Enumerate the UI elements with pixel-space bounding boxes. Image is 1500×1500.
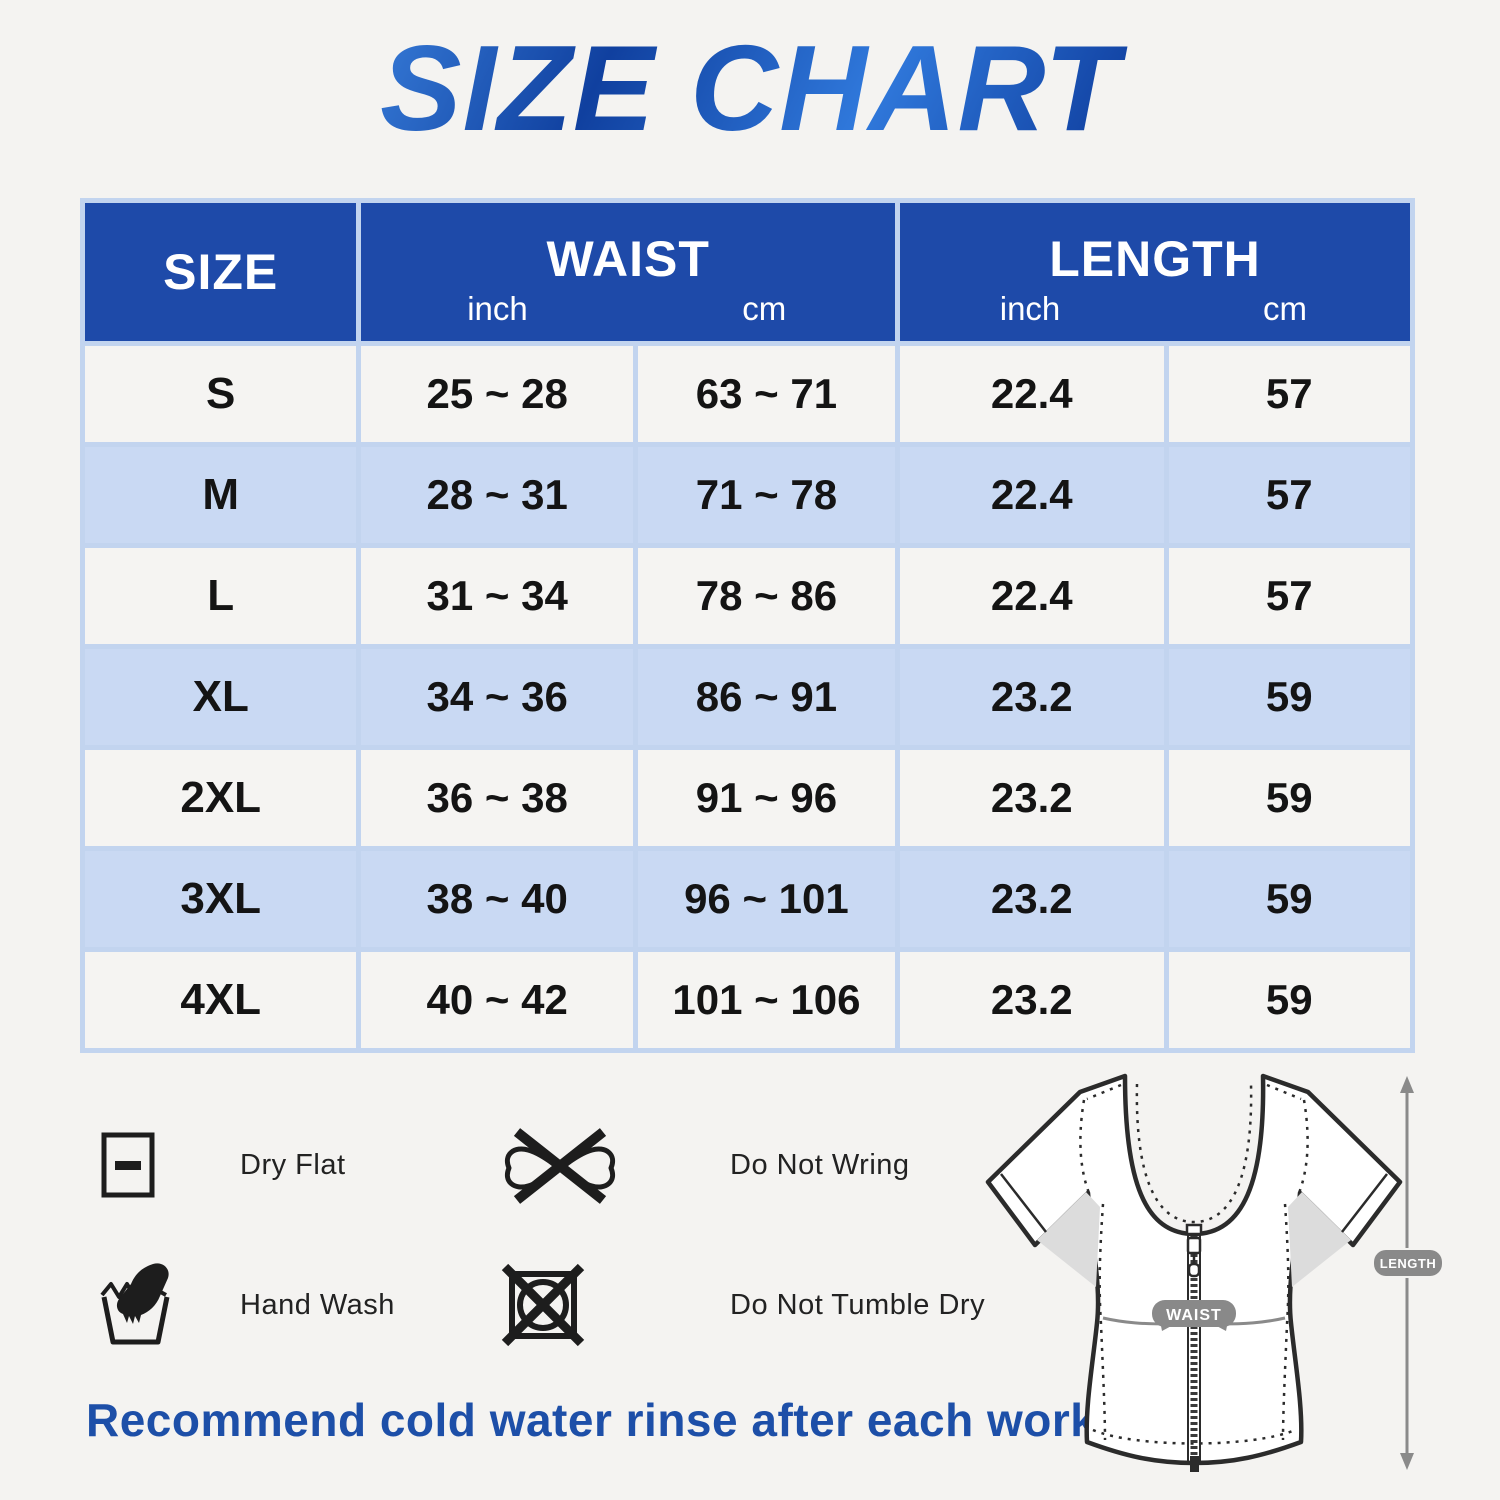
waist-pill-label: WAIST (1166, 1307, 1222, 1324)
cell-size: 4XL (85, 952, 357, 1048)
cell-size: XL (85, 649, 357, 745)
cell-length-inch: 22.4 (899, 346, 1164, 442)
cell-length-cm: 57 (1168, 548, 1410, 644)
cell-length-cm: 59 (1168, 649, 1410, 745)
cell-length-cm: 59 (1168, 750, 1410, 846)
cell-waist-inch: 25 ~ 28 (361, 346, 633, 442)
table-row: L 31 ~ 34 78 ~ 86 22.4 57 (85, 548, 1410, 644)
garment-diagram: WAIST LENGTH (985, 1073, 1442, 1472)
cell-size: 3XL (85, 851, 357, 947)
cuff-seams (1000, 1173, 1388, 1233)
care-label: Dry Flat (240, 1148, 346, 1181)
cell-length-cm: 59 (1168, 952, 1410, 1048)
header-waist: WAIST inch cm (361, 203, 895, 341)
header-length-cm: cm (1263, 290, 1308, 327)
note-text: Recommend cold water rinse after each wo… (86, 1394, 1183, 1446)
length-pill: LENGTH (1374, 1250, 1442, 1276)
cell-waist-cm: 71 ~ 78 (637, 447, 895, 543)
table-row: M 28 ~ 31 71 ~ 78 22.4 57 (85, 447, 1410, 543)
length-arrowhead-top (1400, 1076, 1414, 1093)
header-length: LENGTH inch cm (899, 203, 1410, 341)
cell-waist-cm: 101 ~ 106 (637, 952, 895, 1048)
care-label: Do Not Wring (730, 1148, 910, 1181)
length-pill-label: LENGTH (1380, 1256, 1436, 1271)
cell-waist-cm: 91 ~ 96 (637, 750, 895, 846)
cell-length-cm: 57 (1168, 346, 1410, 442)
care-instructions: Dry Flat Do Not Wring Hand Wash Do Not T… (100, 1095, 1000, 1375)
cell-waist-inch: 28 ~ 31 (361, 447, 633, 543)
cell-size: M (85, 447, 357, 543)
cell-waist-inch: 34 ~ 36 (361, 649, 633, 745)
cell-waist-cm: 86 ~ 91 (637, 649, 895, 745)
hand-wash-icon (100, 1263, 170, 1345)
header-waist-cm: cm (742, 290, 787, 327)
cell-size: S (85, 346, 357, 442)
table-row: 4XL 40 ~ 42 101 ~ 106 23.2 59 (85, 952, 1410, 1048)
waist-pill: WAIST (1152, 1300, 1236, 1327)
cell-waist-cm: 63 ~ 71 (637, 346, 895, 442)
do-not-wring-icon (505, 1128, 615, 1204)
cell-length-inch: 22.4 (899, 447, 1164, 543)
cell-waist-cm: 96 ~ 101 (637, 851, 895, 947)
table-row: S 25 ~ 28 63 ~ 71 22.4 57 (85, 346, 1410, 442)
zipper (1185, 1223, 1203, 1472)
header-waist-label: WAIST (546, 231, 710, 287)
cell-waist-inch: 40 ~ 42 (361, 952, 633, 1048)
table-row: 2XL 36 ~ 38 91 ~ 96 23.2 59 (85, 750, 1410, 846)
do-not-tumble-dry-icon (501, 1263, 585, 1347)
header-length-inch: inch (999, 290, 1061, 327)
cell-waist-inch: 31 ~ 34 (361, 548, 633, 644)
cell-length-inch: 23.2 (899, 851, 1164, 947)
cell-length-inch: 23.2 (899, 649, 1164, 745)
cell-length-inch: 23.2 (899, 750, 1164, 846)
cell-length-cm: 57 (1168, 447, 1410, 543)
cell-length-inch: 23.2 (899, 952, 1164, 1048)
table-row: XL 34 ~ 36 86 ~ 91 23.2 59 (85, 649, 1410, 745)
table-row: 3XL 38 ~ 40 96 ~ 101 23.2 59 (85, 851, 1410, 947)
care-label: Do Not Tumble Dry (730, 1288, 986, 1321)
underarm-shading-left (1037, 1192, 1100, 1287)
header-waist-inch: inch (467, 290, 528, 327)
underarm-shading-right (1288, 1192, 1351, 1287)
length-arrowhead-bottom (1400, 1453, 1414, 1470)
page-title: SIZE CHART (0, 24, 1500, 152)
cell-size: L (85, 548, 357, 644)
header-size: SIZE (85, 203, 357, 341)
header-length-units: inch cm (900, 290, 1410, 328)
dry-flat-icon (101, 1132, 155, 1198)
cell-length-inch: 22.4 (899, 548, 1164, 644)
cell-waist-inch: 36 ~ 38 (361, 750, 633, 846)
cell-waist-cm: 78 ~ 86 (637, 548, 895, 644)
seam-stitches (1079, 1083, 1309, 1445)
cell-size: 2XL (85, 750, 357, 846)
size-chart-table: SIZE WAIST inch cm LENGTH inch cm S 25 ~… (80, 198, 1415, 1053)
header-waist-units: inch cm (361, 290, 895, 328)
care-label: Hand Wash (240, 1288, 395, 1321)
cell-waist-inch: 38 ~ 40 (361, 851, 633, 947)
header-length-label: LENGTH (1049, 231, 1261, 287)
table-header-row: SIZE WAIST inch cm LENGTH inch cm (85, 203, 1410, 341)
cell-length-cm: 59 (1168, 851, 1410, 947)
